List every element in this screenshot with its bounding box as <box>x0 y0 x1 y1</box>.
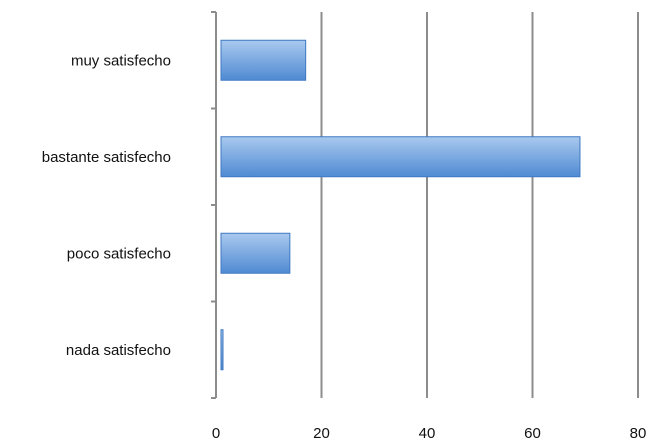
category-label-2: poco satisfecho <box>67 245 171 262</box>
x-tick-label-0: 0 <box>212 425 220 442</box>
category-labels: muy satisfecho bastante satisfecho poco sa… <box>42 52 171 359</box>
x-tick-label-4: 80 <box>630 425 646 442</box>
gridlines <box>320 12 639 398</box>
bar-0 <box>220 39 307 81</box>
bars <box>220 39 581 371</box>
category-label-3: nada satisfecho <box>66 342 171 359</box>
category-label-1: bastante satisfecho <box>42 149 171 166</box>
y-axis <box>211 11 217 399</box>
bar-3 <box>220 329 224 371</box>
x-tick-label-2: 40 <box>419 425 436 442</box>
bar-2 <box>220 232 291 274</box>
x-tick-labels: 0 20 40 60 80 <box>212 425 646 442</box>
bar-1 <box>220 136 581 178</box>
x-tick-label-3: 60 <box>524 425 541 442</box>
category-label-0: muy satisfecho <box>71 52 171 69</box>
x-tick-label-1: 20 <box>313 425 330 442</box>
